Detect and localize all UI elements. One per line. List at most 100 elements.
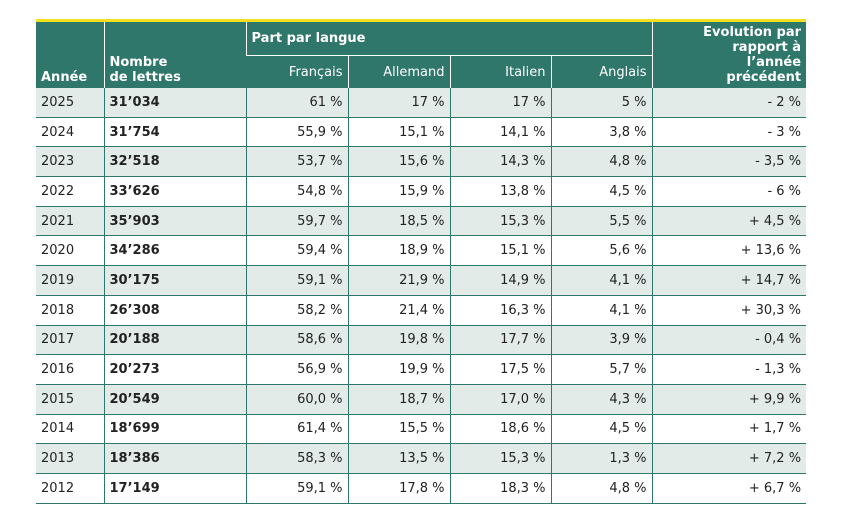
table-cell: + 9,9 % [651,384,807,415]
table-cell: 2014 [36,414,104,445]
table-cell: 19,9 % [347,354,450,385]
table-cell: 13,8 % [449,176,551,207]
table-row: 2014 18’699 61,4 % 15,5 % 18,6 % 4,5 % + 1,7 % [36,414,807,445]
table-cell: 59,4 % [245,235,348,267]
table-cell: 18,7 % [347,384,450,415]
table-cell: 26’308 [103,295,246,326]
table-cell: 32’518 [103,146,246,178]
table-cell: 17,8 % [347,473,450,504]
table-cell: 59,7 % [245,206,348,237]
table-cell: 17,0 % [449,384,551,415]
table-row: 2025 31’034 61 % 17 % 17 % 5 % - 2 % [36,88,807,118]
table-cell: - 0,4 % [651,325,807,356]
table-cell: 5,7 % [550,354,653,385]
header-cell: Part par langue [245,20,653,56]
table-cell: 31’034 [103,88,246,118]
table-cell: 5,6 % [550,235,653,267]
table-cell: 15,1 % [347,117,450,148]
table-cell: 61,4 % [245,414,348,445]
table-cell: 54,8 % [245,176,348,207]
table-cell: 2013 [36,443,104,474]
table-cell: 31’754 [103,117,246,148]
table-cell: 14,9 % [449,265,551,296]
table-cell: 4,3 % [550,384,653,415]
table-cell: 20’188 [103,325,246,356]
table-cell: 2022 [36,176,104,207]
table-cell: 2017 [36,325,104,356]
table-cell: 4,8 % [550,146,653,178]
table-cell: 17 % [347,88,450,118]
table-cell: 4,8 % [550,473,653,504]
table-cell: 34’286 [103,235,246,267]
table-cell: 2023 [36,146,104,178]
table-cell: 58,6 % [245,325,348,356]
table-cell: + 4,5 % [651,206,807,237]
table-row: 2015 20’549 60,0 % 18,7 % 17,0 % 4,3 % + 9,9 % [36,384,807,415]
table-cell: 18’699 [103,414,246,445]
table-cell: + 1,7 % [651,414,807,445]
table-row: 2012 17’149 59,1 % 17,8 % 18,3 % 4,8 % + 6,7 % [36,473,807,504]
table-cell: 55,9 % [245,117,348,148]
table-cell: 13,5 % [347,443,450,474]
table-cell: 58,3 % [245,443,348,474]
header-cell: Nombre de lettres [103,20,246,88]
table-cell: 4,1 % [550,295,653,326]
table-cell: 18,5 % [347,206,450,237]
table-cell: 15,9 % [347,176,450,207]
table-cell: 21,4 % [347,295,450,326]
table-cell: 20’549 [103,384,246,415]
header-year: Année [41,70,88,85]
table-cell: + 14,7 % [651,265,807,296]
header-language: Anglais [550,55,653,88]
table-cell: 35’903 [103,206,246,237]
table-cell: 17’149 [103,473,246,504]
table-cell: 2021 [36,206,104,237]
table-cell: 5 % [550,88,653,118]
table-cell: - 2 % [651,88,807,118]
table-row: 2017 20’188 58,6 % 19,8 % 17,7 % 3,9 % - 0,4 % [36,325,807,356]
table-cell: 5,5 % [550,206,653,237]
table-cell: 4,5 % [550,176,653,207]
table-cell: 14,3 % [449,146,551,178]
table-cell: - 3 % [651,117,807,148]
header-language: Allemand [347,55,450,88]
table-cell: 2020 [36,235,104,267]
header-share: Part par langue [251,31,366,47]
data-table: Année Nombre de lettres Part par langue … [36,19,807,504]
header-language: Français [246,55,348,88]
table-cell: 58,2 % [245,295,348,326]
table-cell: 59,1 % [245,473,348,504]
table-row: 2013 18’386 58,3 % 13,5 % 15,3 % 1,3 % + 7,2 % [36,443,807,474]
table-row: 2019 30’175 59,1 % 21,9 % 14,9 % 4,1 % + 14,7 … [36,265,807,296]
table-cell: 4,1 % [550,265,653,296]
table-cell: 2024 [36,117,104,148]
table-cell: 20’273 [103,354,246,385]
header-cell: Evolution par rapport à l’année précéden… [651,20,807,88]
table-cell: 56,9 % [245,354,348,385]
table-cell: 15,1 % [449,235,551,267]
table-cell: 53,7 % [245,146,348,178]
table-cell: 21,9 % [347,265,450,296]
table-cell: 30’175 [103,265,246,296]
table-cell: 33’626 [103,176,246,207]
table-cell: 15,3 % [449,206,551,237]
table-cell: 16,3 % [449,295,551,326]
table-cell: + 6,7 % [651,473,807,504]
table-cell: 17,7 % [449,325,551,356]
table-cell: 17,5 % [449,354,551,385]
table-cell: 4,5 % [550,414,653,445]
table-row: 2021 35’903 59,7 % 18,5 % 15,3 % 5,5 % + 4,5 % [36,206,807,237]
table-cell: 3,8 % [550,117,653,148]
table-cell: 59,1 % [245,265,348,296]
table-cell: 3,9 % [550,325,653,356]
table-cell: 61 % [245,88,348,118]
table-cell: + 7,2 % [651,443,807,474]
table-row: 2016 20’273 56,9 % 19,9 % 17,5 % 5,7 % - 1,3 % [36,354,807,385]
table-row: 2022 33’626 54,8 % 15,9 % 13,8 % 4,5 % - 6 % [36,176,807,207]
table-cell: - 1,3 % [651,354,807,385]
table-cell: 2018 [36,295,104,326]
table-cell: - 3,5 % [651,146,807,178]
table-row: 2024 31’754 55,9 % 15,1 % 14,1 % 3,8 % - 3 % [36,117,807,148]
table-cell: 2019 [36,265,104,296]
table-cell: + 13,6 % [651,235,807,267]
